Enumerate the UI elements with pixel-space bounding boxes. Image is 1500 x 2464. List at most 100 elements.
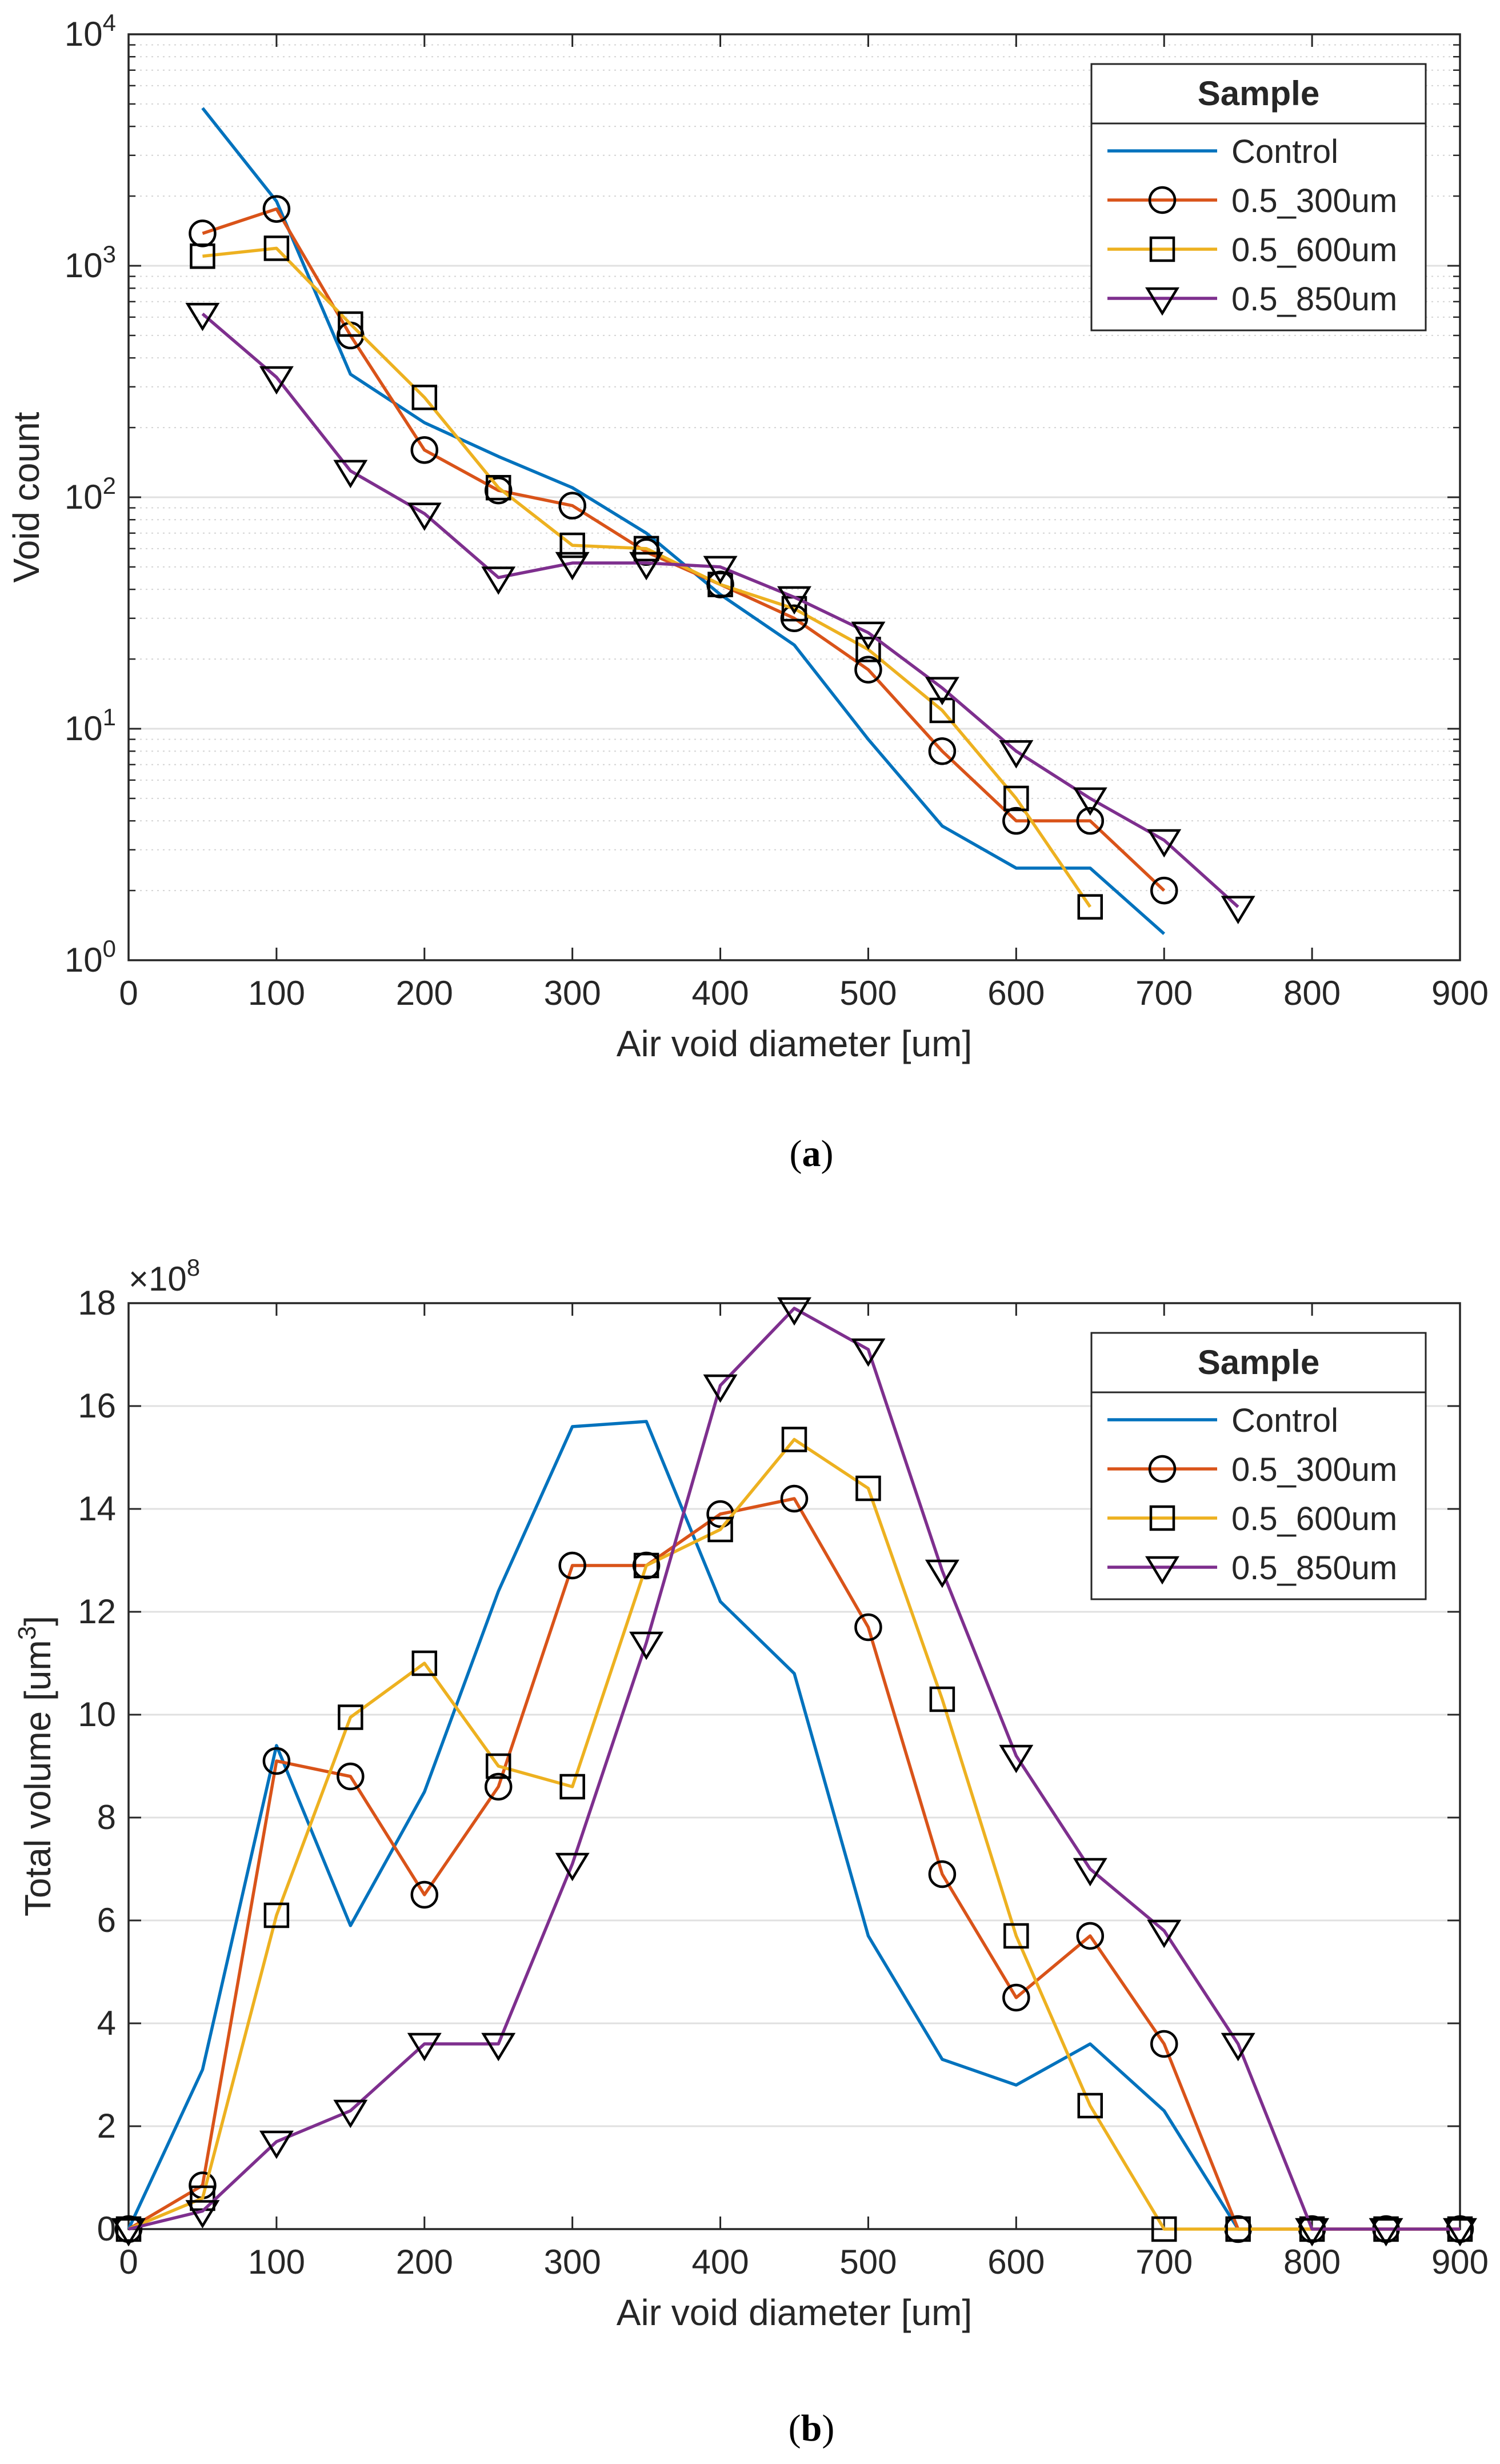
circle-marker [1148, 1455, 1177, 1483]
square-marker [1077, 2092, 1103, 2119]
x-tick-label: 100 [248, 974, 305, 1012]
x-tick-label: 400 [692, 2243, 749, 2281]
square-marker [559, 532, 585, 558]
legend-label: 0.5_300um [1231, 182, 1397, 219]
legend-label: 0.5_300um [1231, 1451, 1397, 1488]
x-tick-label: 700 [1135, 2243, 1193, 2281]
y-axis-title-end: ] [17, 1616, 58, 1626]
y-tick-label: 100 [65, 935, 116, 979]
y-tick-exponent: 1 [103, 704, 116, 730]
circle-marker [1002, 1983, 1030, 2012]
legend-label: 0.5_850um [1231, 281, 1397, 318]
legend-label: Control [1231, 1402, 1338, 1439]
circle-marker [1148, 186, 1177, 214]
triangle-down-marker [481, 566, 516, 595]
circle-marker [410, 1880, 439, 1909]
triangle-down-marker [999, 1744, 1034, 1774]
square-marker [485, 474, 511, 501]
square-marker [929, 697, 955, 724]
triangle-down-marker [629, 1631, 664, 1660]
circle-marker [780, 1484, 809, 1513]
legend-label: 0.5_600um [1231, 1500, 1397, 1537]
legend-title: Sample [1198, 74, 1319, 113]
y-tick-label: 18 [78, 1284, 116, 1322]
triangle-down-marker [555, 1852, 590, 1882]
legend-box [1090, 1332, 1427, 1600]
square-marker [929, 1686, 955, 1712]
legend-box [1090, 63, 1427, 332]
triangle-down-marker [407, 2032, 442, 2062]
y-tick-label: 104 [65, 9, 116, 53]
y-tick-base: 10 [65, 246, 103, 285]
triangle-down-marker [185, 2200, 220, 2229]
y-tick-base: 10 [65, 941, 103, 979]
legend-item: Control [1107, 1402, 1338, 1439]
x-axis: 0 100 200 300 400 500 600 700 800 900 Air void dia… [119, 1303, 1489, 2333]
circle-marker [410, 436, 439, 464]
square-marker [263, 1902, 290, 1928]
circle-marker [1076, 1922, 1105, 1950]
x-axis-title: Air void diameter [um] [617, 2292, 972, 2333]
square-marker [411, 1650, 438, 1676]
square-marker [1225, 2216, 1251, 2242]
x-tick-label: 500 [839, 974, 897, 1012]
triangle-down-marker [259, 2130, 294, 2159]
square-marker [559, 1774, 585, 1800]
triangle-down-marker [333, 460, 368, 489]
x-tick-label: 800 [1283, 974, 1341, 1012]
caption-open: ( [790, 1133, 802, 1175]
legend-item: 0.5_600um [1107, 1500, 1397, 1537]
square-marker [1077, 894, 1103, 920]
triangle-down-marker [185, 302, 220, 332]
square-marker [633, 1552, 659, 1579]
series-line [202, 246, 1092, 908]
triangle-down-marker [555, 552, 590, 581]
square-marker [338, 311, 363, 337]
triangle-down-marker [259, 366, 294, 395]
x-tick-label: 900 [1431, 2243, 1489, 2281]
y-tick-exponent: 2 [103, 472, 116, 499]
series-line [127, 1437, 1460, 2231]
legend-label: 0.5_850um [1231, 1550, 1397, 1587]
square-marker [855, 1475, 881, 1501]
legend-label: Control [1231, 133, 1338, 170]
legend: Sample Control 0.5_300um 0.5_600um 0.5_850um [1090, 1332, 1427, 1600]
y-tick-exponent: 0 [103, 935, 116, 962]
axes-box [127, 1302, 1461, 2230]
legend-item: 0.5_850um [1107, 1550, 1397, 1587]
circle-marker [262, 1747, 291, 1775]
y-tick-label: 0 [97, 2210, 116, 2248]
triangle-down-marker [1295, 2218, 1330, 2247]
triangle-down-marker [703, 556, 738, 585]
circle-marker [337, 1762, 365, 1791]
square-marker [485, 1753, 511, 1779]
triangle-down-marker [1221, 2032, 1255, 2062]
x-axis: 0 100 200 300 400 500 600 700 800 900 Air void dia… [119, 34, 1489, 1064]
legend-label: 0.5_600um [1231, 231, 1397, 269]
y-axis-title-text: Total volume [um [17, 1640, 58, 1916]
y-tick-label: 16 [78, 1387, 116, 1425]
caption-label: b [801, 2407, 822, 2449]
legend: Sample Control 0.5_300um 0.5_600um 0.5_850um [1090, 63, 1427, 332]
legend-title: Sample [1198, 1343, 1319, 1381]
x-tick-label: 800 [1283, 2243, 1341, 2281]
circle-marker [1002, 806, 1030, 835]
caption-close: ) [821, 1133, 834, 1175]
x-tick-label: 600 [987, 2243, 1045, 2281]
triangle-down-marker [629, 552, 664, 581]
square-marker [1149, 236, 1175, 262]
series-0.5_850um [185, 302, 1255, 925]
square-marker [781, 1427, 807, 1452]
caption-open: ( [789, 2407, 801, 2449]
square-marker [1149, 1505, 1175, 1531]
triangle-down-marker [925, 1559, 959, 1588]
triangle-down-marker [1073, 1858, 1107, 1887]
triangle-down-marker [1443, 2218, 1477, 2247]
multiplier-base: ×10 [129, 1260, 187, 1298]
triangle-down-marker [1145, 287, 1179, 316]
square-marker [707, 1516, 733, 1543]
panel-caption: (b) [789, 2407, 835, 2449]
